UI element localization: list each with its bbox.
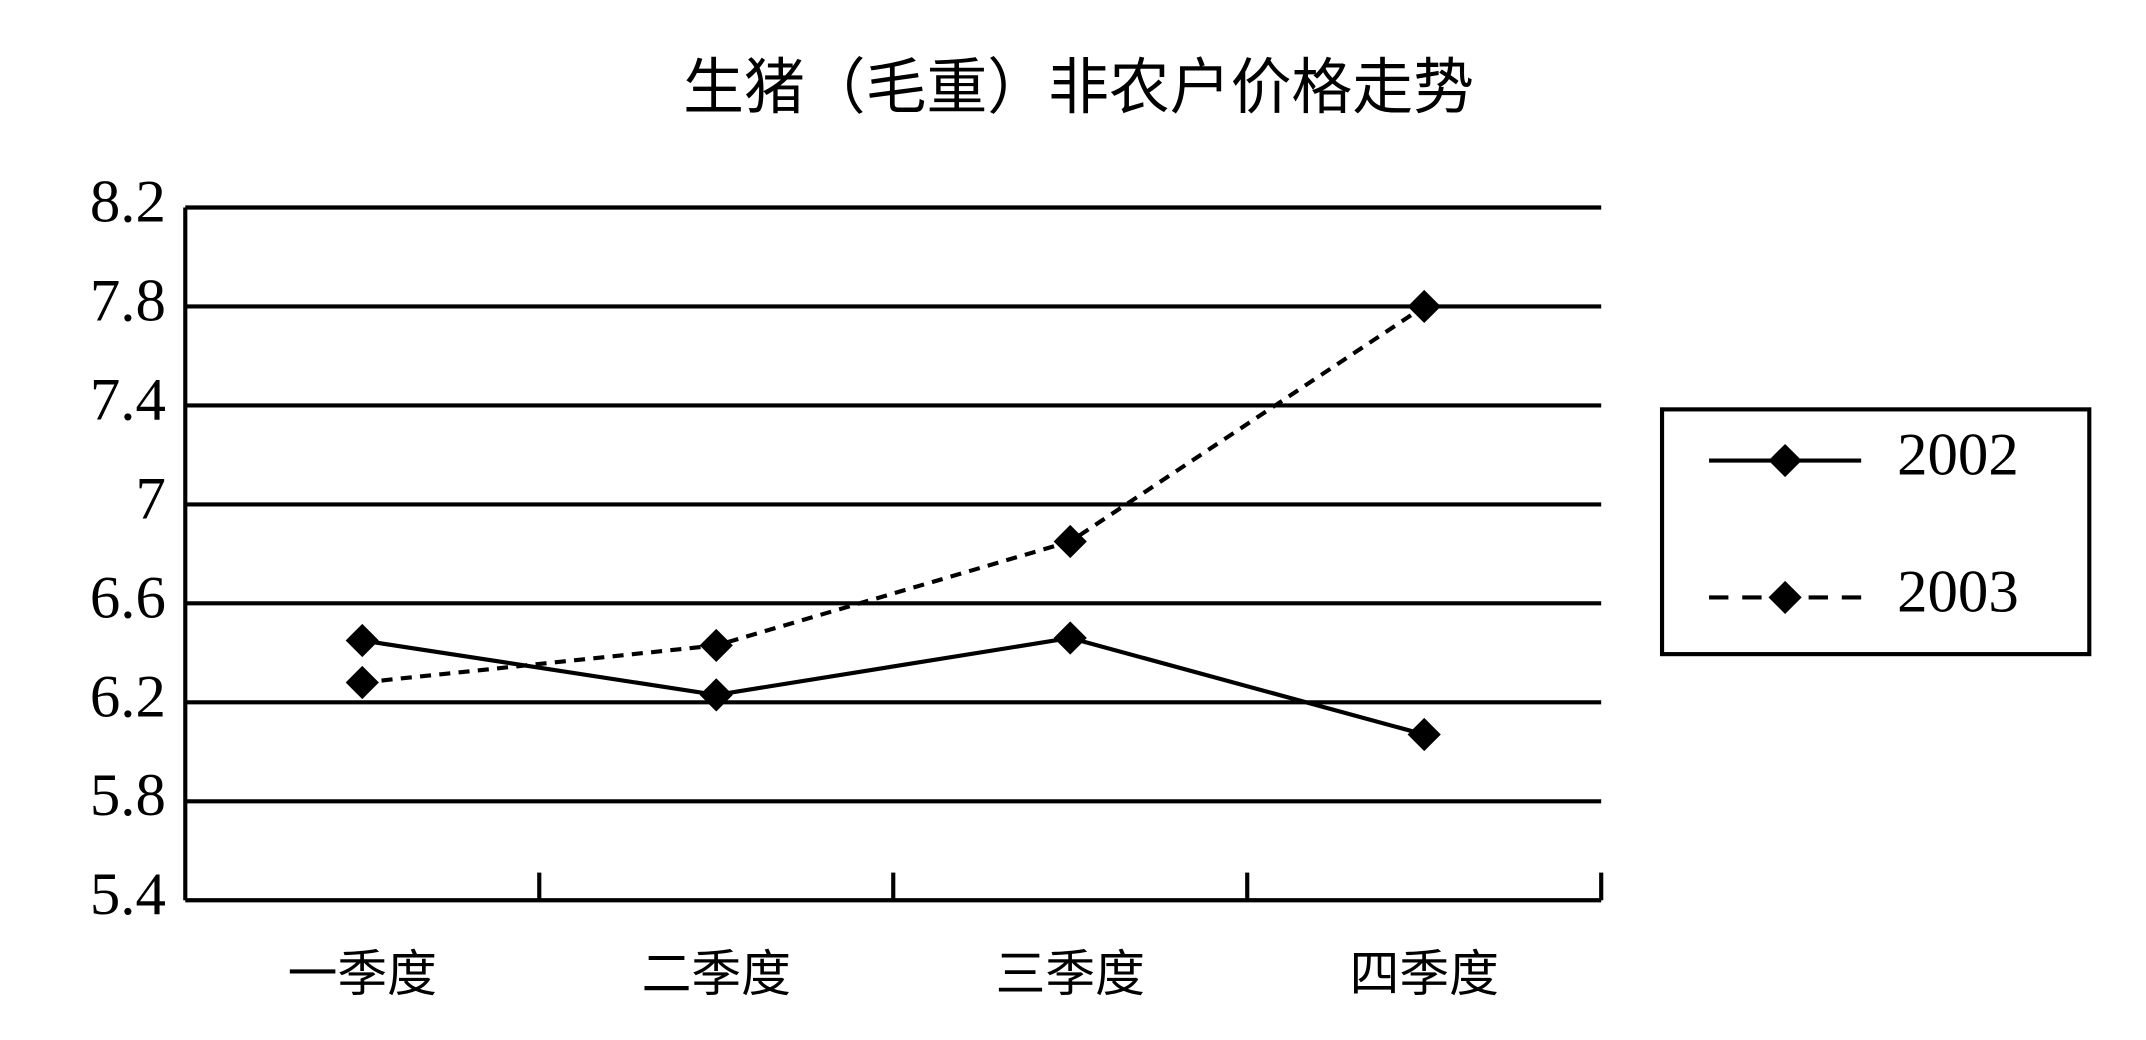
legend: 2002 2003 [1659,407,2092,657]
y-tick-label: 7.8 [90,267,166,334]
legend-label: 2002 [1897,422,2019,489]
legend-box [1659,407,2092,657]
series-line [361,635,1425,737]
legend-label: 2003 [1897,558,2019,625]
point [1407,717,1441,752]
point [1053,524,1087,559]
x-tick-label: 三季度 [996,945,1145,1003]
point [1053,621,1087,655]
chart-title: 生猪（毛重）非农户价格走势 [683,53,1474,123]
y-tick-label: 7.4 [90,366,166,433]
point [345,623,379,658]
point [699,678,733,712]
y-tick-label: 6.2 [90,663,166,730]
y-tick-label: 5.4 [90,861,166,928]
series-line [362,304,1426,685]
y-tick-label: 6.6 [90,564,166,631]
x-tick-label: 一季度 [288,945,437,1003]
x-tick-label: 四季度 [1350,945,1499,1003]
point [1407,289,1441,324]
point [345,665,379,700]
legend-marker [1768,580,1802,615]
y-tick-label: 8.2 [90,168,166,235]
y-tick-label: 7 [136,465,166,532]
legend-marker [1768,443,1802,478]
x-tick-label: 二季度 [642,945,791,1003]
point [699,628,733,663]
y-tick-label: 5.8 [90,762,166,829]
